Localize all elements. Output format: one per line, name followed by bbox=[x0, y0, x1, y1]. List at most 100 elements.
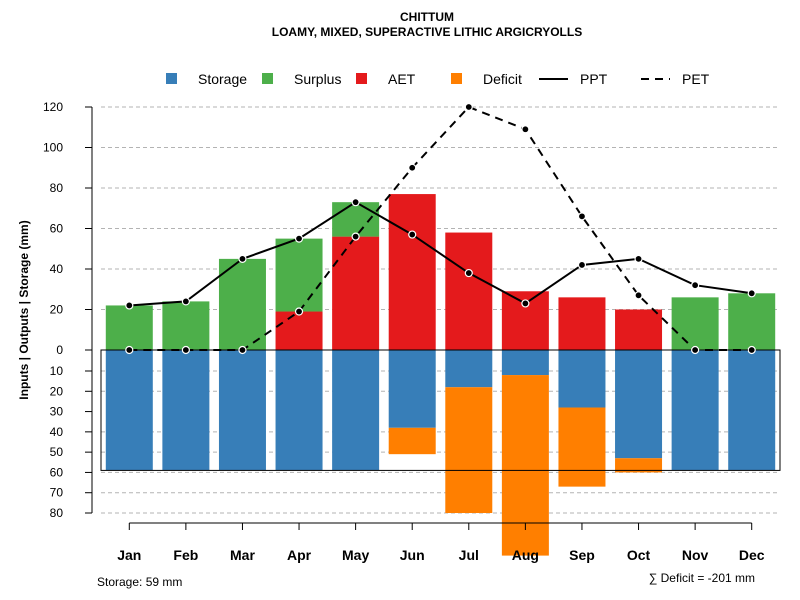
bar-storage bbox=[445, 350, 493, 388]
ppt-point bbox=[294, 234, 304, 243]
ppt-point bbox=[238, 254, 247, 263]
bar-storage bbox=[162, 350, 210, 471]
legend-swatch-aet bbox=[356, 73, 367, 84]
pet-point bbox=[294, 307, 304, 316]
pet-point bbox=[181, 345, 190, 355]
bar-deficit bbox=[558, 407, 606, 487]
y-tick-label-lower: 70 bbox=[50, 486, 64, 500]
ppt-point bbox=[464, 268, 473, 278]
x-tick-label-jun: Jun bbox=[400, 547, 425, 563]
y-axis-label: Inputs | Outputs | Storage (mm) bbox=[17, 220, 31, 399]
x-tick-label-mar: Mar bbox=[230, 547, 255, 563]
bar-storage bbox=[388, 350, 436, 428]
y-tick-label-lower: 20 bbox=[50, 384, 64, 398]
x-tick-label-nov: Nov bbox=[682, 547, 709, 563]
y-tick-label-upper: 40 bbox=[50, 262, 64, 276]
pet-point bbox=[634, 291, 643, 300]
y-tick-label-upper: 0 bbox=[56, 343, 63, 357]
x-tick-label-aug: Aug bbox=[512, 547, 539, 563]
ppt-point bbox=[691, 281, 700, 290]
bar-surplus bbox=[162, 301, 210, 350]
y-tick-label-lower: 80 bbox=[50, 506, 64, 520]
chart-title: CHITTUM bbox=[400, 10, 454, 24]
x-tick-label-sep: Sep bbox=[569, 547, 595, 563]
x-axis: Jan Feb Mar Apr May Jun Jul Aug Sep Oct Nov Dec bbox=[117, 522, 765, 563]
pet-point bbox=[691, 345, 700, 355]
ppt-point bbox=[747, 289, 756, 298]
storage-note: Storage: 59 mm bbox=[97, 575, 182, 589]
pet-point bbox=[125, 345, 134, 355]
bar-aet bbox=[558, 297, 606, 350]
legend-label-deficit: Deficit bbox=[483, 71, 522, 87]
y-tick-label-upper: 60 bbox=[50, 222, 64, 236]
ppt-point bbox=[634, 254, 643, 263]
bars bbox=[100, 194, 781, 556]
x-tick-label-jan: Jan bbox=[117, 547, 141, 563]
ppt-point bbox=[521, 299, 530, 308]
y-tick-label-lower: 10 bbox=[50, 364, 64, 378]
bar-surplus bbox=[671, 297, 719, 350]
bar-storage bbox=[105, 350, 153, 471]
legend-swatch-surplus bbox=[262, 73, 273, 84]
series-lines bbox=[125, 102, 756, 355]
bar-aet bbox=[615, 309, 663, 350]
y-tick-label-upper: 20 bbox=[50, 303, 64, 317]
bar-storage bbox=[501, 350, 549, 376]
deficit-note: ∑ Deficit = -201 mm bbox=[649, 571, 755, 585]
bar-storage bbox=[558, 350, 606, 408]
y-tick-label-lower: 60 bbox=[50, 465, 64, 479]
bar-aet bbox=[332, 236, 380, 350]
bar-storage bbox=[671, 350, 719, 471]
bar-deficit bbox=[445, 387, 493, 513]
legend-label-pet: PET bbox=[682, 71, 710, 87]
ppt-point bbox=[181, 297, 190, 306]
pet-point bbox=[238, 345, 247, 355]
bar-storage bbox=[728, 350, 776, 471]
x-tick-label-oct: Oct bbox=[627, 547, 651, 563]
storage-capacity-box bbox=[100, 349, 781, 471]
legend-label-aet: AET bbox=[388, 71, 416, 87]
pet-point bbox=[577, 212, 587, 221]
y-tick-label-upper: 80 bbox=[50, 181, 64, 195]
x-tick-label-apr: Apr bbox=[287, 547, 312, 563]
bar-aet bbox=[275, 311, 323, 350]
ppt-point bbox=[577, 260, 587, 270]
bar-surplus bbox=[728, 293, 776, 350]
bar-surplus bbox=[105, 305, 153, 350]
pet-point bbox=[408, 163, 417, 172]
legend-swatch-deficit bbox=[451, 73, 462, 84]
ppt-point bbox=[351, 198, 360, 207]
y-axis: 0 20 40 60 80 100 120 10 20 30 40 50 60 70 80 bbox=[43, 100, 93, 520]
y-tick-label-lower: 50 bbox=[50, 445, 64, 459]
bar-aet bbox=[388, 194, 436, 350]
bar-storage bbox=[332, 350, 380, 471]
pet-point bbox=[464, 102, 473, 112]
bar-surplus bbox=[332, 202, 380, 237]
bar-storage bbox=[218, 350, 266, 471]
legend-label-surplus: Surplus bbox=[294, 71, 341, 87]
ppt-point bbox=[408, 230, 417, 239]
y-tick-label-lower: 30 bbox=[50, 405, 64, 419]
bar-aet bbox=[445, 232, 493, 350]
legend-swatch-storage bbox=[166, 73, 177, 84]
grid-lines bbox=[101, 106, 780, 514]
pet-point bbox=[521, 125, 530, 134]
ppt-line bbox=[129, 201, 752, 307]
bar-storage bbox=[615, 350, 663, 459]
x-tick-label-feb: Feb bbox=[173, 547, 198, 563]
pet-point bbox=[747, 345, 756, 355]
chart-subtitle: LOAMY, MIXED, SUPERACTIVE LITHIC ARGICRY… bbox=[272, 25, 582, 39]
x-tick-label-jul: Jul bbox=[459, 547, 479, 563]
y-tick-label-lower: 40 bbox=[50, 425, 64, 439]
legend: Storage Surplus AET Deficit PPT PET bbox=[166, 71, 710, 87]
y-tick-label-upper: 120 bbox=[43, 100, 63, 114]
x-tick-label-dec: Dec bbox=[739, 547, 765, 563]
x-tick-label-may: May bbox=[342, 547, 369, 563]
y-tick-label-upper: 100 bbox=[43, 141, 63, 155]
bar-surplus bbox=[218, 258, 266, 350]
bar-deficit bbox=[615, 458, 663, 473]
pet-point bbox=[351, 232, 360, 241]
ppt-point bbox=[125, 301, 134, 310]
legend-label-storage: Storage bbox=[198, 71, 247, 87]
